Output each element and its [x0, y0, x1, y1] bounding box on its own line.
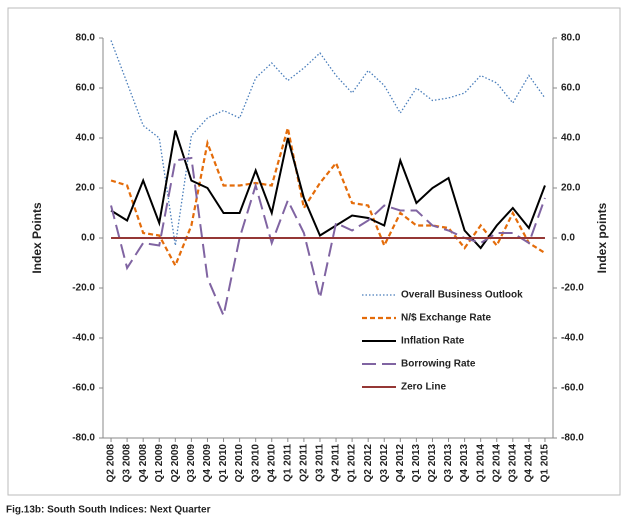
x-tick-label: Q1 2015 — [540, 444, 551, 483]
chart-frame — [7, 7, 621, 496]
series-line — [110, 127, 546, 269]
y-tick-label: -20.0 — [72, 283, 95, 294]
x-tick-label: Q4 2013 — [459, 444, 470, 483]
y2-tick-label: 60.0 — [561, 83, 581, 94]
legend-label: Overall Business Outlook — [401, 290, 523, 301]
y2-tick-label: -40.0 — [561, 333, 584, 344]
x-tick-label: Q4 2012 — [395, 444, 406, 483]
y2-tick-label: 0.0 — [561, 233, 575, 244]
x-tick-label: Q4 2014 — [524, 444, 535, 483]
y2-tick-label: -20.0 — [561, 283, 584, 294]
x-tick-label: Q2 2009 — [170, 444, 181, 483]
x-tick-label: Q3 2009 — [186, 444, 197, 483]
x-tick-label: Q2 2013 — [427, 444, 438, 483]
x-tick-label: Q2 2010 — [234, 444, 245, 483]
x-tick-label: Q1 2011 — [282, 444, 293, 482]
x-tick-label: Q4 2011 — [331, 444, 342, 482]
y-tick-label: 0.0 — [81, 233, 95, 244]
x-tick-label: Q1 2014 — [475, 444, 486, 483]
x-tick-label: Q2 2011 — [299, 444, 310, 482]
x-tick-label: Q4 2009 — [202, 444, 213, 483]
y-tick-label: 60.0 — [76, 83, 96, 94]
x-tick-label: Q3 2011 — [315, 444, 326, 482]
y2-tick-label: -60.0 — [561, 383, 584, 394]
series-line — [110, 130, 546, 250]
chart-title: Fig.13b: South South Indices: Next Quart… — [6, 505, 211, 516]
y2-tick-label: 40.0 — [561, 133, 581, 144]
y2-tick-label: -80.0 — [561, 433, 584, 444]
x-tick-label: Q1 2013 — [411, 444, 422, 483]
series-line — [110, 156, 546, 319]
legend-label: Borrowing Rate — [401, 359, 476, 370]
x-tick-label: Q2 2008 — [106, 444, 117, 483]
y-tick-label: 40.0 — [76, 133, 96, 144]
y2-tick-label: 20.0 — [561, 183, 581, 194]
x-tick-label: Q4 2010 — [266, 444, 277, 483]
x-tick-label: Q4 2008 — [138, 444, 149, 483]
series-line — [110, 40, 546, 246]
y-tick-label: -80.0 — [72, 433, 95, 444]
legend-label: Inflation Rate — [401, 336, 465, 347]
y-tick-label: 80.0 — [76, 33, 96, 44]
y2-tick-label: 80.0 — [561, 33, 581, 44]
y-tick-label: -60.0 — [72, 383, 95, 394]
legend-label: Zero Line — [401, 382, 446, 393]
x-tick-label: Q2 2014 — [491, 444, 502, 483]
x-tick-label: Q3 2012 — [379, 444, 390, 483]
x-tick-label: Q1 2010 — [218, 444, 229, 483]
x-tick-label: Q1 2009 — [154, 444, 165, 483]
x-tick-label: Q2 2012 — [363, 444, 374, 483]
y-tick-label: 20.0 — [76, 183, 96, 194]
x-tick-label: Q3 2008 — [122, 444, 133, 483]
x-tick-label: Q3 2010 — [250, 444, 261, 483]
x-tick-label: Q3 2014 — [507, 444, 518, 483]
y-tick-label: -40.0 — [72, 333, 95, 344]
x-tick-label: Q3 2013 — [443, 444, 454, 483]
x-tick-label: Q1 2012 — [347, 444, 358, 483]
legend-label: N/$ Exchange Rate — [401, 313, 491, 324]
y-axis-label: Index Points — [30, 202, 44, 274]
y2-axis-label: Index points — [595, 202, 609, 273]
